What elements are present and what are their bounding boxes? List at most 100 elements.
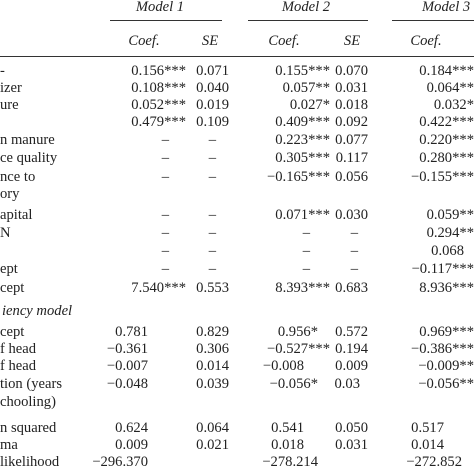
se-cell: 0.829 bbox=[196, 324, 229, 340]
se-cell: 0.014 bbox=[196, 358, 229, 374]
coef-cell: −0.361 bbox=[106, 341, 148, 357]
se-cell: 0.056 bbox=[335, 169, 368, 185]
coef-cell: – bbox=[302, 243, 310, 259]
coef-cell: 0.018 bbox=[271, 437, 304, 453]
se-cell: – bbox=[350, 261, 358, 277]
coef-cell: 8.936*** bbox=[419, 280, 474, 296]
se-cell: 0.050 bbox=[335, 420, 368, 436]
se-cell: 0.683 bbox=[335, 280, 368, 296]
row-label: n manure bbox=[0, 132, 55, 148]
coef-header-3: Coef. bbox=[410, 33, 442, 49]
coef-cell: 0.223*** bbox=[275, 132, 330, 148]
se-header-1: SE bbox=[201, 33, 219, 49]
row-label: cept bbox=[0, 324, 25, 340]
coef-cell: 7.540*** bbox=[131, 280, 186, 296]
coef-cell: 0.052*** bbox=[131, 97, 186, 113]
model-2-rule bbox=[248, 20, 368, 21]
row-label: nce to bbox=[0, 169, 36, 185]
model-3-rule bbox=[392, 20, 474, 21]
row-label: ce quality bbox=[0, 150, 58, 166]
se-cell: 0.021 bbox=[196, 437, 229, 453]
se-cell: 0.077 bbox=[335, 132, 368, 148]
coef-cell: −272.852 bbox=[406, 454, 462, 470]
coef-cell: −278.214 bbox=[262, 454, 318, 470]
model-2-header: Model 2 bbox=[281, 0, 331, 15]
row-label: ory bbox=[0, 186, 20, 202]
row-label: ure bbox=[0, 97, 19, 113]
coef-cell: 0.220*** bbox=[419, 132, 474, 148]
se-cell: 0.018 bbox=[335, 97, 368, 113]
coef-cell: −0.056* bbox=[269, 376, 318, 392]
coef-cell: 0.155*** bbox=[275, 63, 330, 79]
coef-cell: – bbox=[161, 169, 169, 185]
coef-cell: 0.057** bbox=[282, 80, 330, 96]
coef-cell: −296.370 bbox=[92, 454, 148, 470]
se-cell: 0.109 bbox=[196, 114, 229, 130]
coef-cell: 0.969*** bbox=[419, 324, 474, 340]
se-cell: 0.030 bbox=[335, 207, 368, 223]
se-cell: – bbox=[350, 225, 358, 241]
se-cell: 0.031 bbox=[335, 437, 368, 453]
coef-cell: 0.517 bbox=[411, 420, 444, 436]
coef-cell: 0.184*** bbox=[419, 63, 474, 79]
coef-cell: 0.541 bbox=[271, 420, 304, 436]
se-header-2: SE bbox=[343, 33, 361, 49]
coef-cell: – bbox=[161, 150, 169, 166]
coef-cell: −0.048 bbox=[106, 376, 148, 392]
header-bottom-rule bbox=[0, 56, 474, 57]
se-cell: 0.117 bbox=[335, 150, 368, 166]
se-cell: – bbox=[208, 150, 216, 166]
se-cell: – bbox=[208, 169, 216, 185]
se-cell: 0.039 bbox=[196, 376, 229, 392]
row-label: likelihood bbox=[0, 454, 60, 470]
coef-header-1: Coef. bbox=[128, 33, 160, 49]
coef-cell: −0.527*** bbox=[267, 341, 330, 357]
coef-cell: 0.781 bbox=[115, 324, 148, 340]
coef-cell: 0.956* bbox=[277, 324, 318, 340]
se-cell: – bbox=[208, 243, 216, 259]
se-cell: – bbox=[208, 207, 216, 223]
coef-cell: 0.068 bbox=[431, 243, 464, 259]
model-1-header: Model 1 bbox=[135, 0, 185, 15]
coef-cell: – bbox=[302, 261, 310, 277]
row-label: cept bbox=[0, 280, 25, 296]
se-cell: 0.064 bbox=[196, 420, 229, 436]
row-marker: - bbox=[0, 63, 5, 79]
coef-cell: 0.014 bbox=[411, 437, 444, 453]
coef-header-2: Coef. bbox=[268, 33, 300, 49]
coef-cell: 0.280*** bbox=[419, 150, 474, 166]
coef-cell: 0.624 bbox=[115, 420, 148, 436]
coef-cell: −0.007 bbox=[106, 358, 148, 374]
se-cell: 0.092 bbox=[335, 114, 368, 130]
row-label: apital bbox=[0, 207, 33, 223]
se-cell: 0.040 bbox=[196, 80, 229, 96]
row-label: f head bbox=[0, 358, 37, 374]
coef-cell: −0.386*** bbox=[411, 341, 474, 357]
se-cell: 0.019 bbox=[196, 97, 229, 113]
coef-cell: 0.422*** bbox=[419, 114, 474, 130]
coef-cell: – bbox=[161, 261, 169, 277]
row-label: N bbox=[0, 225, 11, 241]
se-cell: 0.071 bbox=[196, 63, 229, 79]
coef-cell: – bbox=[161, 207, 169, 223]
se-cell: – bbox=[208, 132, 216, 148]
coef-cell: – bbox=[161, 132, 169, 148]
row-label: f head bbox=[0, 341, 37, 357]
row-label: tion (years bbox=[0, 376, 63, 392]
se-cell: – bbox=[208, 261, 216, 277]
coef-cell: 0.064** bbox=[426, 80, 474, 96]
se-cell: 0.03 bbox=[334, 376, 360, 392]
coef-cell: 8.393*** bbox=[275, 280, 330, 296]
coef-cell: 0.156*** bbox=[131, 63, 186, 79]
coef-cell: 0.479*** bbox=[131, 114, 186, 130]
row-label: chooling) bbox=[0, 394, 56, 410]
coef-cell: −0.155*** bbox=[411, 169, 474, 185]
coef-cell: −0.009** bbox=[418, 358, 474, 374]
model-3-header: Model 3 bbox=[422, 0, 471, 15]
coef-cell: 0.071*** bbox=[275, 207, 330, 223]
coef-cell: – bbox=[302, 225, 310, 241]
coef-cell: 0.294** bbox=[426, 225, 474, 241]
row-label: izer bbox=[0, 80, 22, 96]
se-cell: 0.031 bbox=[335, 80, 368, 96]
se-cell: 0.553 bbox=[196, 280, 229, 296]
